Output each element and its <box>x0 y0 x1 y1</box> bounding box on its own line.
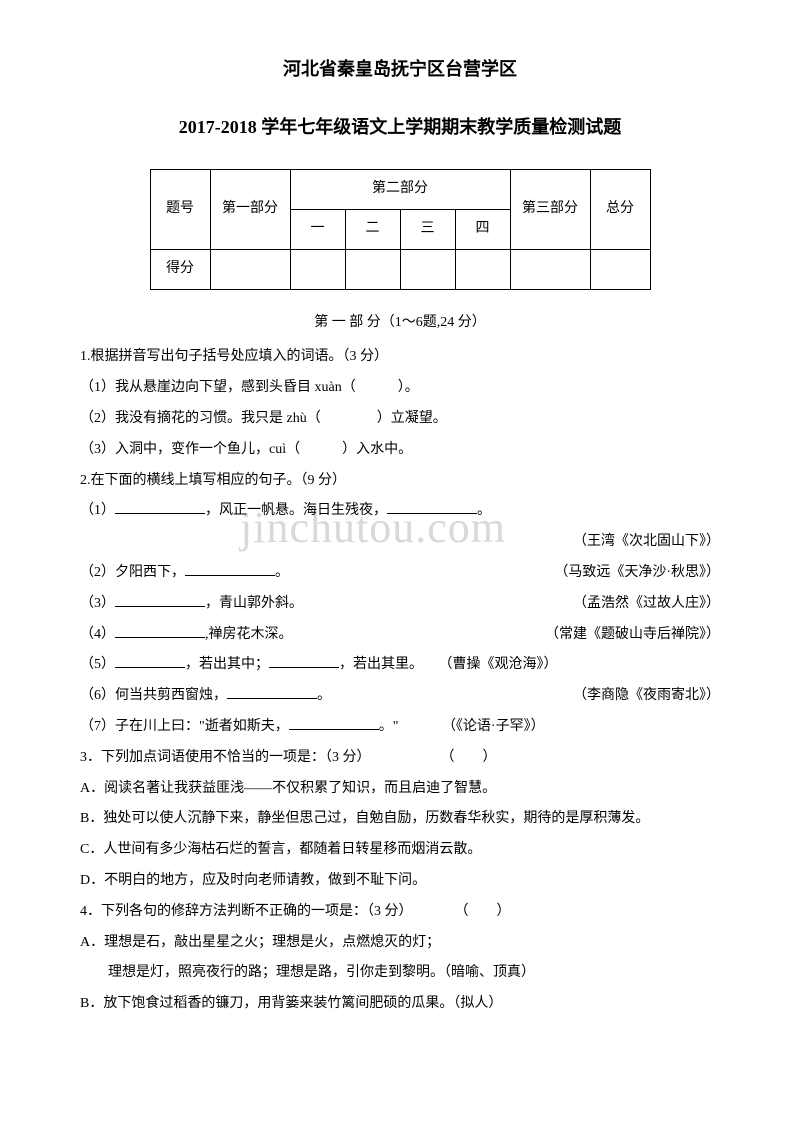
blank <box>115 593 205 607</box>
q4-a2: 理想是灯，照亮夜行的路；理想是路，引你走到黎明。（暗喻、顶真） <box>80 958 720 989</box>
table-row: 题号 第一部分 第二部分 第三部分 总分 <box>150 170 650 210</box>
q1-c: （3）入洞中，变作一个鱼儿，cuì（ ）入水中。 <box>80 435 720 466</box>
src: （马致远《天净沙·秋思》） <box>554 558 720 589</box>
q2c-mid: ，青山郭外斜。 <box>205 596 303 611</box>
q1-b: （2）我没有摘花的习惯。我只是 zhù（ ）立凝望。 <box>80 404 720 435</box>
blank <box>387 500 477 514</box>
q3-d: D．不明白的地方，应及时向老师请教，做到不耻下问。 <box>80 866 720 897</box>
q2e-m2: ，若出其里。 <box>339 657 423 672</box>
blank <box>289 716 379 730</box>
blank <box>115 500 205 514</box>
blank <box>227 685 317 699</box>
q2-f: （6）何当共剪西窗烛， 。 （李商隐《夜雨寄北》） <box>80 681 720 712</box>
blank <box>185 562 275 576</box>
q4-a1: A．理想是石，敲出星星之火；理想是火，点燃熄灭的灯； <box>80 928 720 959</box>
cell-part2: 第二部分 <box>290 170 510 210</box>
cell-blank <box>290 249 345 289</box>
cell-part1: 第一部分 <box>210 170 290 250</box>
q3-b: B．独处可以使人沉静下来，静坐但思己过，自勉自励，历数春华秋实，期待的是厚积薄发… <box>80 804 720 835</box>
q2g-end: 。" <box>379 719 399 734</box>
cell-sub1: 一 <box>290 209 345 249</box>
q2c-left: （3） <box>80 596 115 611</box>
q2b-left: （2）夕阳西下， <box>80 565 185 580</box>
q2a-mid: ，风正一帆悬。海日生残夜， <box>205 503 387 518</box>
q3-a: A．阅读名著让我获益匪浅——不仅积累了知识，而且启迪了智慧。 <box>80 774 720 805</box>
cell-sub4: 四 <box>455 209 510 249</box>
cell-sub3: 三 <box>400 209 455 249</box>
q2g-left: （7）子在川上曰："逝者如斯夫， <box>80 719 289 734</box>
blank <box>269 654 339 668</box>
q2b-end: 。 <box>275 565 289 580</box>
q3-stem: 3．下列加点词语使用不恰当的一项是：（3 分） （ ） <box>80 743 720 774</box>
q2d-left: （4） <box>80 627 115 642</box>
q2-stem: 2.在下面的横线上填写相应的句子。（9 分） <box>80 466 720 497</box>
cell-total: 总分 <box>590 170 650 250</box>
score-table: 题号 第一部分 第二部分 第三部分 总分 一 二 三 四 得分 <box>150 169 651 289</box>
src: （常建《题破山寺后禅院》） <box>545 620 720 651</box>
q2-e: （5） ，若出其中； ，若出其里。 （曹操《观沧海》） <box>80 650 720 681</box>
cell-blank <box>400 249 455 289</box>
cell-score-label: 得分 <box>150 249 210 289</box>
q4-b: B．放下饱食过稻香的镰刀，用背篓来装竹篱间肥硕的瓜果。（拟人） <box>80 989 720 1020</box>
section-header: 第 一 部 分（1～6题,24 分） <box>80 308 720 339</box>
q2-d: （4） ,禅房花木深。 （常建《题破山寺后禅院》） <box>80 620 720 651</box>
cell-blank <box>345 249 400 289</box>
cell-sub2: 二 <box>345 209 400 249</box>
q1-a: （1）我从悬崖边向下望，感到头昏目 xuàn（ ）。 <box>80 373 720 404</box>
src: （王湾《次北固山下》） <box>573 527 720 558</box>
q2-c: （3） ，青山郭外斜。 （孟浩然《过故人庄》） <box>80 589 720 620</box>
blank <box>115 654 185 668</box>
q2e-left: （5） <box>80 657 115 672</box>
cell-blank <box>210 249 290 289</box>
cell-header-tihao: 题号 <box>150 170 210 250</box>
q1-stem: 1.根据拼音写出句子括号处应填入的词语。（3 分） <box>80 342 720 373</box>
src: （孟浩然《过故人庄》） <box>573 589 720 620</box>
title-line-1: 河北省秦皇岛抚宁区台营学区 <box>80 50 720 90</box>
document-body: 河北省秦皇岛抚宁区台营学区 2017-2018 学年七年级语文上学期期末教学质量… <box>80 50 720 1020</box>
q2d-mid: ,禅房花木深。 <box>205 627 293 642</box>
q2-b: （2）夕阳西下， 。 （马致远《天净沙·秋思》） <box>80 558 720 589</box>
q2a-end: 。 <box>477 503 491 518</box>
blank <box>115 624 205 638</box>
q2-a: （1） ，风正一帆悬。海日生残夜， 。 <box>80 496 720 527</box>
title-line-2: 2017-2018 学年七年级语文上学期期末教学质量检测试题 <box>80 108 720 148</box>
src: （《论语·子罕》） <box>442 719 545 734</box>
cell-blank <box>510 249 590 289</box>
q2-g: （7）子在川上曰："逝者如斯夫， 。" （《论语·子罕》） <box>80 712 720 743</box>
table-row: 得分 <box>150 249 650 289</box>
q2e-m1: ，若出其中； <box>185 657 269 672</box>
src: （李商隐《夜雨寄北》） <box>573 681 720 712</box>
q4-stem: 4．下列各句的修辞方法判断不正确的一项是：（3 分） （ ） <box>80 897 720 928</box>
q2f-end: 。 <box>317 688 331 703</box>
src: （曹操《观沧海》） <box>439 657 558 672</box>
q2a-left: （1） <box>80 503 115 518</box>
cell-blank <box>590 249 650 289</box>
cell-part3: 第三部分 <box>510 170 590 250</box>
cell-blank <box>455 249 510 289</box>
q3-c: C．人世间有多少海枯石烂的誓言，都随着日转星移而烟消云散。 <box>80 835 720 866</box>
q2f-left: （6）何当共剪西窗烛， <box>80 688 227 703</box>
